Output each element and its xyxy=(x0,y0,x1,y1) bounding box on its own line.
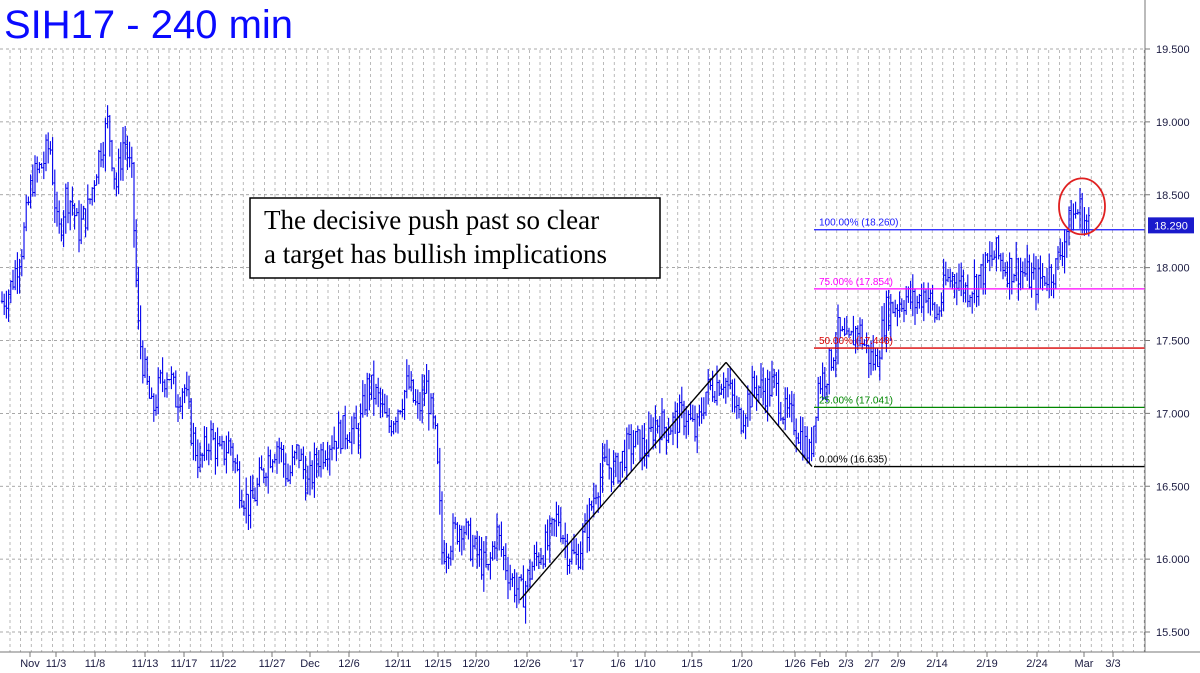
fibonacci-levels: 100.00% (18.260) 75.00% (17.854) 50.00% (1… xyxy=(814,218,1145,468)
x-tick-label: 1/20 xyxy=(731,658,752,670)
x-tick-label: 2/3 xyxy=(838,658,853,670)
fib-level-label: 50.00% (17.448) xyxy=(819,336,893,347)
x-tick-label: 2/19 xyxy=(976,658,997,670)
y-tick-label: 18.000 xyxy=(1156,263,1190,275)
y-tick-label: 17.500 xyxy=(1156,336,1190,348)
x-tick-label: Mar xyxy=(1075,658,1094,670)
x-tick-label: 11/3 xyxy=(46,658,67,670)
x-tick-label: 1/26 xyxy=(784,658,805,670)
y-tick-label: 17.000 xyxy=(1156,408,1190,420)
fib-level-label: 75.00% (17.854) xyxy=(819,277,893,288)
x-tick-label: 2/24 xyxy=(1026,658,1047,670)
y-tick-label: 16.500 xyxy=(1156,481,1190,493)
y-tick-label: 15.500 xyxy=(1156,627,1190,639)
last-price-marker: 18.290 xyxy=(1148,217,1194,234)
annotation-frame xyxy=(249,197,661,279)
last-price-label: 18.290 xyxy=(1154,220,1188,232)
pattern-line xyxy=(519,361,727,601)
highlight-circle xyxy=(1058,177,1106,236)
x-tick-label: Nov xyxy=(20,658,40,670)
x-tick-label: Dec xyxy=(300,658,320,670)
annotation-box: The decisive push past so clear a target… xyxy=(249,197,661,279)
y-tick-label: 18.500 xyxy=(1156,190,1190,202)
x-tick-label: 11/8 xyxy=(85,658,106,670)
y-tick-label: 19.000 xyxy=(1156,117,1190,129)
highlight-circle-group xyxy=(1058,177,1106,236)
chart-title: SIH17 - 240 min xyxy=(4,3,293,47)
pattern-line xyxy=(725,361,813,468)
grid xyxy=(0,48,1145,652)
x-tick-label: 11/17 xyxy=(171,658,198,670)
fib-level-label: 25.00% (17.041) xyxy=(819,395,893,406)
annotation-line-1: The decisive push past so clear xyxy=(264,205,599,235)
x-tick-label: 2/14 xyxy=(926,658,947,670)
y-tick-label: 16.000 xyxy=(1156,554,1190,566)
x-tick-label: 11/27 xyxy=(259,658,286,670)
last-price-box xyxy=(1148,217,1194,234)
x-axis-ticks: Nov 11/3 11/8 11/13 11/17 11/22 11/27 Dec 12/6 12… xyxy=(20,652,1121,670)
y-axis-ticks: 15.500 16.000 16.500 17.000 17.500 18.000 18.5… xyxy=(1145,44,1190,639)
x-tick-label: 3/3 xyxy=(1105,658,1120,670)
y-tick-label: 19.500 xyxy=(1156,44,1190,56)
x-tick-label: 1/10 xyxy=(634,658,655,670)
x-tick-label: 11/22 xyxy=(210,658,237,670)
x-tick-label: '17 xyxy=(570,658,584,670)
fib-level-label: 100.00% (18.260) xyxy=(819,218,899,229)
fib-level-label: 0.00% (16.635) xyxy=(819,455,887,466)
x-tick-label: 1/6 xyxy=(610,658,625,670)
x-tick-label: 12/6 xyxy=(338,658,359,670)
x-tick-label: 12/20 xyxy=(462,658,490,670)
x-tick-label: 2/9 xyxy=(890,658,905,670)
x-tick-label: 11/13 xyxy=(132,658,159,670)
x-tick-label: Feb xyxy=(811,658,830,670)
x-tick-label: 12/26 xyxy=(513,658,541,670)
x-tick-label: 12/15 xyxy=(424,658,452,670)
annotation-line-2: a target has bullish implications xyxy=(264,239,607,269)
x-tick-label: 2/7 xyxy=(864,658,879,670)
x-tick-label: 1/15 xyxy=(681,658,702,670)
abc-pattern-lines xyxy=(519,361,813,601)
x-tick-label: 12/11 xyxy=(385,658,412,670)
